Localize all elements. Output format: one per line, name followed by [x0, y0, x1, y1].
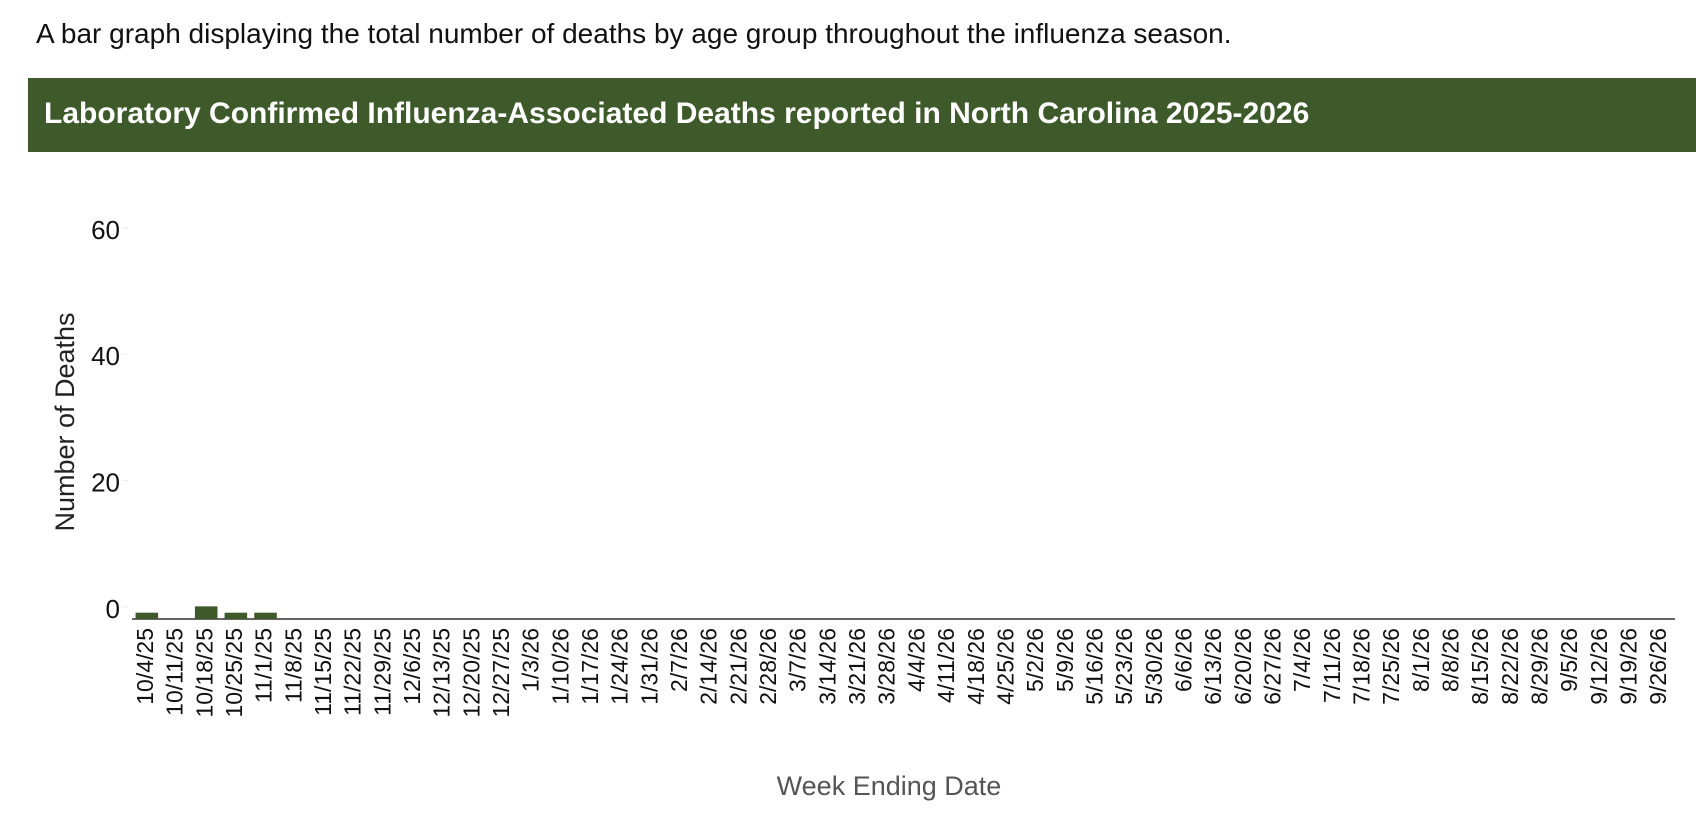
- x-tick-label: 4/18/26: [963, 628, 989, 705]
- y-axis-title: Number of Deaths: [50, 312, 80, 531]
- x-tick-label: 6/6/26: [1170, 628, 1196, 692]
- x-tick-label: 9/26/26: [1645, 628, 1671, 705]
- bar: [224, 612, 248, 619]
- x-tick-label: 8/15/26: [1467, 628, 1493, 705]
- x-tick-label: 4/11/26: [933, 628, 959, 703]
- x-tick-label: 3/7/26: [785, 628, 811, 692]
- description: A bar graph displaying the total number …: [36, 18, 1232, 49]
- chart-header: Laboratory Confirmed Influenza-Associate…: [28, 78, 1696, 152]
- x-tick-label: 11/15/25: [310, 628, 336, 716]
- y-tick-label: 0: [106, 594, 120, 624]
- y-tick-label: 40: [91, 341, 120, 371]
- bar: [254, 612, 277, 619]
- chart-title: Laboratory Confirmed Influenza-Associate…: [44, 97, 1310, 130]
- bar: [135, 612, 159, 619]
- x-tick-label: 2/21/26: [725, 628, 751, 705]
- x-tick-label: 7/25/26: [1378, 628, 1404, 705]
- x-tick-label: 8/1/26: [1408, 628, 1434, 692]
- x-tick-label: 2/7/26: [666, 628, 692, 692]
- x-tick-label: 1/10/26: [547, 628, 573, 705]
- x-tick-label: 12/13/25: [429, 628, 455, 718]
- x-tick-label: 11/8/25: [280, 628, 306, 703]
- x-axis-title: Week Ending Date: [777, 771, 1002, 801]
- x-tick-label: 2/28/26: [755, 628, 781, 705]
- x-tick-label: 4/4/26: [903, 628, 929, 692]
- x-tick-label: 9/12/26: [1586, 628, 1612, 705]
- x-tick-label: 6/13/26: [1200, 628, 1226, 705]
- y-tick-label: 20: [91, 468, 120, 498]
- x-tick-label: 9/19/26: [1616, 628, 1642, 705]
- x-tick-label: 5/2/26: [1022, 628, 1048, 692]
- x-tick-label: 8/22/26: [1497, 628, 1523, 705]
- x-tick-label: 4/25/26: [992, 628, 1018, 705]
- x-tick-label: 5/23/26: [1111, 628, 1137, 705]
- bar: [194, 606, 218, 619]
- x-tick-label: 7/4/26: [1289, 628, 1315, 692]
- x-tick-label: 5/9/26: [1052, 628, 1078, 692]
- x-tick-label: 11/1/25: [251, 628, 277, 703]
- x-tick-label: 2/14/26: [696, 628, 722, 705]
- x-tick-label: 12/6/25: [399, 628, 425, 705]
- x-tick-label: 10/11/25: [162, 628, 188, 716]
- x-tick-label: 6/27/26: [1259, 628, 1285, 705]
- x-tick-label: 8/29/26: [1527, 628, 1553, 705]
- x-tick-label: 3/21/26: [844, 628, 870, 705]
- x-tick-label: 11/29/25: [369, 628, 395, 716]
- x-tick-label: 1/3/26: [518, 628, 544, 692]
- x-tick-label: 10/18/25: [191, 628, 217, 718]
- x-tick-label: 7/18/26: [1349, 628, 1375, 705]
- x-tick-label: 6/20/26: [1230, 628, 1256, 705]
- x-tick-label: 3/28/26: [874, 628, 900, 705]
- x-tick-label: 7/11/26: [1319, 628, 1345, 703]
- x-tick-label: 11/22/25: [340, 628, 366, 716]
- x-tick-label: 1/24/26: [607, 628, 633, 705]
- x-tick-label: 12/20/25: [458, 628, 484, 718]
- x-tick-label: 8/8/26: [1438, 628, 1464, 692]
- x-tick-label: 1/31/26: [636, 628, 662, 705]
- x-tick-label: 10/4/25: [132, 628, 158, 705]
- x-tick-label: 5/30/26: [1141, 628, 1167, 705]
- x-tick-label: 10/25/25: [221, 628, 247, 718]
- y-tick-label: 60: [91, 215, 120, 245]
- x-tick-label: 12/27/25: [488, 628, 514, 718]
- x-tick-label: 9/5/26: [1556, 628, 1582, 692]
- x-tick-label: 3/14/26: [814, 628, 840, 705]
- x-tick-label: 5/16/26: [1081, 628, 1107, 705]
- x-tick-label: 1/17/26: [577, 628, 603, 705]
